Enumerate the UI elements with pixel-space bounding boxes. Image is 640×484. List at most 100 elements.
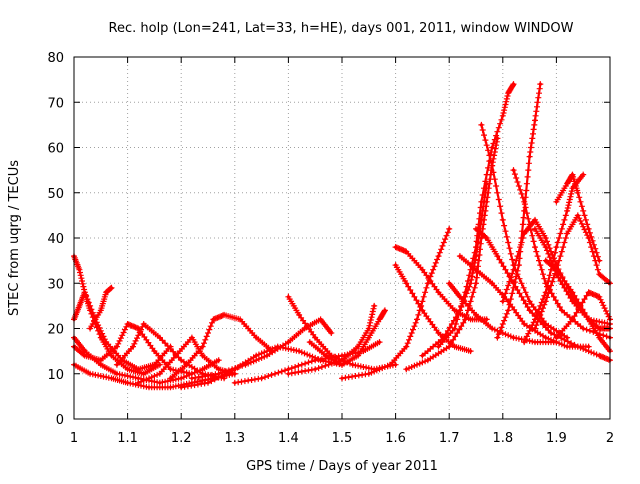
data-layer — [71, 81, 613, 391]
data-point — [104, 290, 108, 294]
data-point — [367, 336, 371, 340]
data-point — [533, 326, 537, 331]
data-point — [447, 227, 451, 231]
data-point — [570, 317, 575, 321]
data-point — [453, 326, 457, 331]
data-point — [179, 385, 183, 389]
y-axis-label: STEC from uqrg / TECUs — [7, 160, 22, 316]
data-point — [570, 290, 575, 294]
series-arc-05 — [87, 284, 115, 332]
x-axis-label: GPS time / Days of year 2011 — [246, 459, 438, 474]
x-tick-label: 1.6 — [385, 431, 406, 446]
data-point — [501, 218, 505, 222]
data-point — [490, 326, 494, 331]
series-arc-34 — [553, 171, 603, 264]
series-arc-23 — [456, 253, 592, 350]
data-point — [238, 317, 242, 321]
data-point — [544, 245, 548, 249]
data-point — [324, 354, 328, 358]
data-point — [136, 381, 140, 385]
series-arc-16 — [339, 225, 453, 382]
data-point — [533, 227, 537, 231]
data-point — [426, 281, 430, 285]
data-point — [458, 295, 462, 299]
data-point — [126, 367, 130, 371]
data-point — [436, 331, 441, 335]
data-point — [394, 245, 398, 249]
data-point — [340, 354, 344, 358]
data-point — [474, 268, 478, 272]
data-point — [168, 367, 173, 371]
data-point — [565, 336, 569, 340]
x-tick-label: 1.8 — [492, 431, 513, 446]
x-tick-label: 1.7 — [439, 431, 460, 446]
data-point — [587, 345, 591, 349]
tick-layer: 1 1.1 1.2 1.3 1.4 1.5 1.6 1.7 1.8 1.9 201020304050… — [47, 51, 614, 446]
data-point — [544, 299, 548, 303]
data-point — [447, 345, 451, 349]
data-point — [474, 245, 478, 249]
data-point — [286, 372, 290, 376]
data-point — [570, 186, 575, 190]
data-point — [174, 354, 178, 358]
data-point — [319, 317, 323, 321]
data-point — [394, 363, 398, 367]
data-point — [313, 358, 317, 362]
data-point — [377, 340, 382, 344]
data-point — [179, 358, 183, 362]
data-point — [340, 376, 344, 380]
data-point — [479, 123, 483, 127]
data-point — [383, 308, 387, 312]
data-point — [533, 245, 537, 249]
series-arc-14 — [306, 307, 388, 368]
data-point — [587, 317, 591, 321]
data-point — [453, 308, 457, 312]
data-point — [436, 290, 441, 294]
data-point — [115, 363, 119, 367]
series-arc-15 — [285, 302, 378, 377]
data-point — [420, 308, 424, 312]
data-point — [131, 345, 135, 349]
data-point — [511, 336, 516, 340]
series-arc-26 — [494, 81, 544, 341]
data-point — [286, 340, 290, 344]
data-point — [217, 372, 221, 376]
data-point — [99, 363, 103, 367]
x-tick-label: 2 — [606, 431, 614, 446]
data-point — [420, 354, 424, 358]
data-point — [158, 336, 162, 340]
series-arc-30 — [532, 212, 613, 332]
data-point — [453, 345, 457, 349]
x-tick-label: 1.3 — [224, 431, 245, 446]
y-tick-label: 0 — [56, 413, 64, 428]
data-point — [522, 340, 526, 344]
data-point — [501, 114, 505, 118]
x-tick-label: 1.2 — [171, 431, 192, 446]
data-point — [126, 381, 130, 385]
data-point — [469, 317, 473, 321]
data-point — [511, 168, 516, 172]
series-arc-19 — [392, 244, 490, 323]
data-point — [142, 322, 146, 326]
x-tick-label: 1.1 — [117, 431, 138, 446]
data-point — [217, 367, 221, 371]
data-point — [88, 308, 92, 312]
y-tick-label: 50 — [47, 187, 64, 202]
data-point — [495, 336, 499, 340]
data-point — [190, 372, 194, 376]
data-point — [469, 349, 473, 353]
data-point — [254, 354, 258, 358]
data-point — [597, 336, 601, 340]
data-point — [533, 118, 537, 122]
data-point — [99, 336, 103, 340]
data-point — [297, 313, 301, 317]
data-point — [404, 345, 408, 349]
data-point — [554, 268, 559, 272]
data-point — [581, 173, 585, 177]
data-point — [533, 218, 537, 222]
data-point — [77, 268, 81, 272]
x-tick-label: 1 — [70, 431, 78, 446]
data-point — [469, 281, 473, 285]
data-point — [168, 376, 173, 380]
data-point — [436, 254, 441, 258]
